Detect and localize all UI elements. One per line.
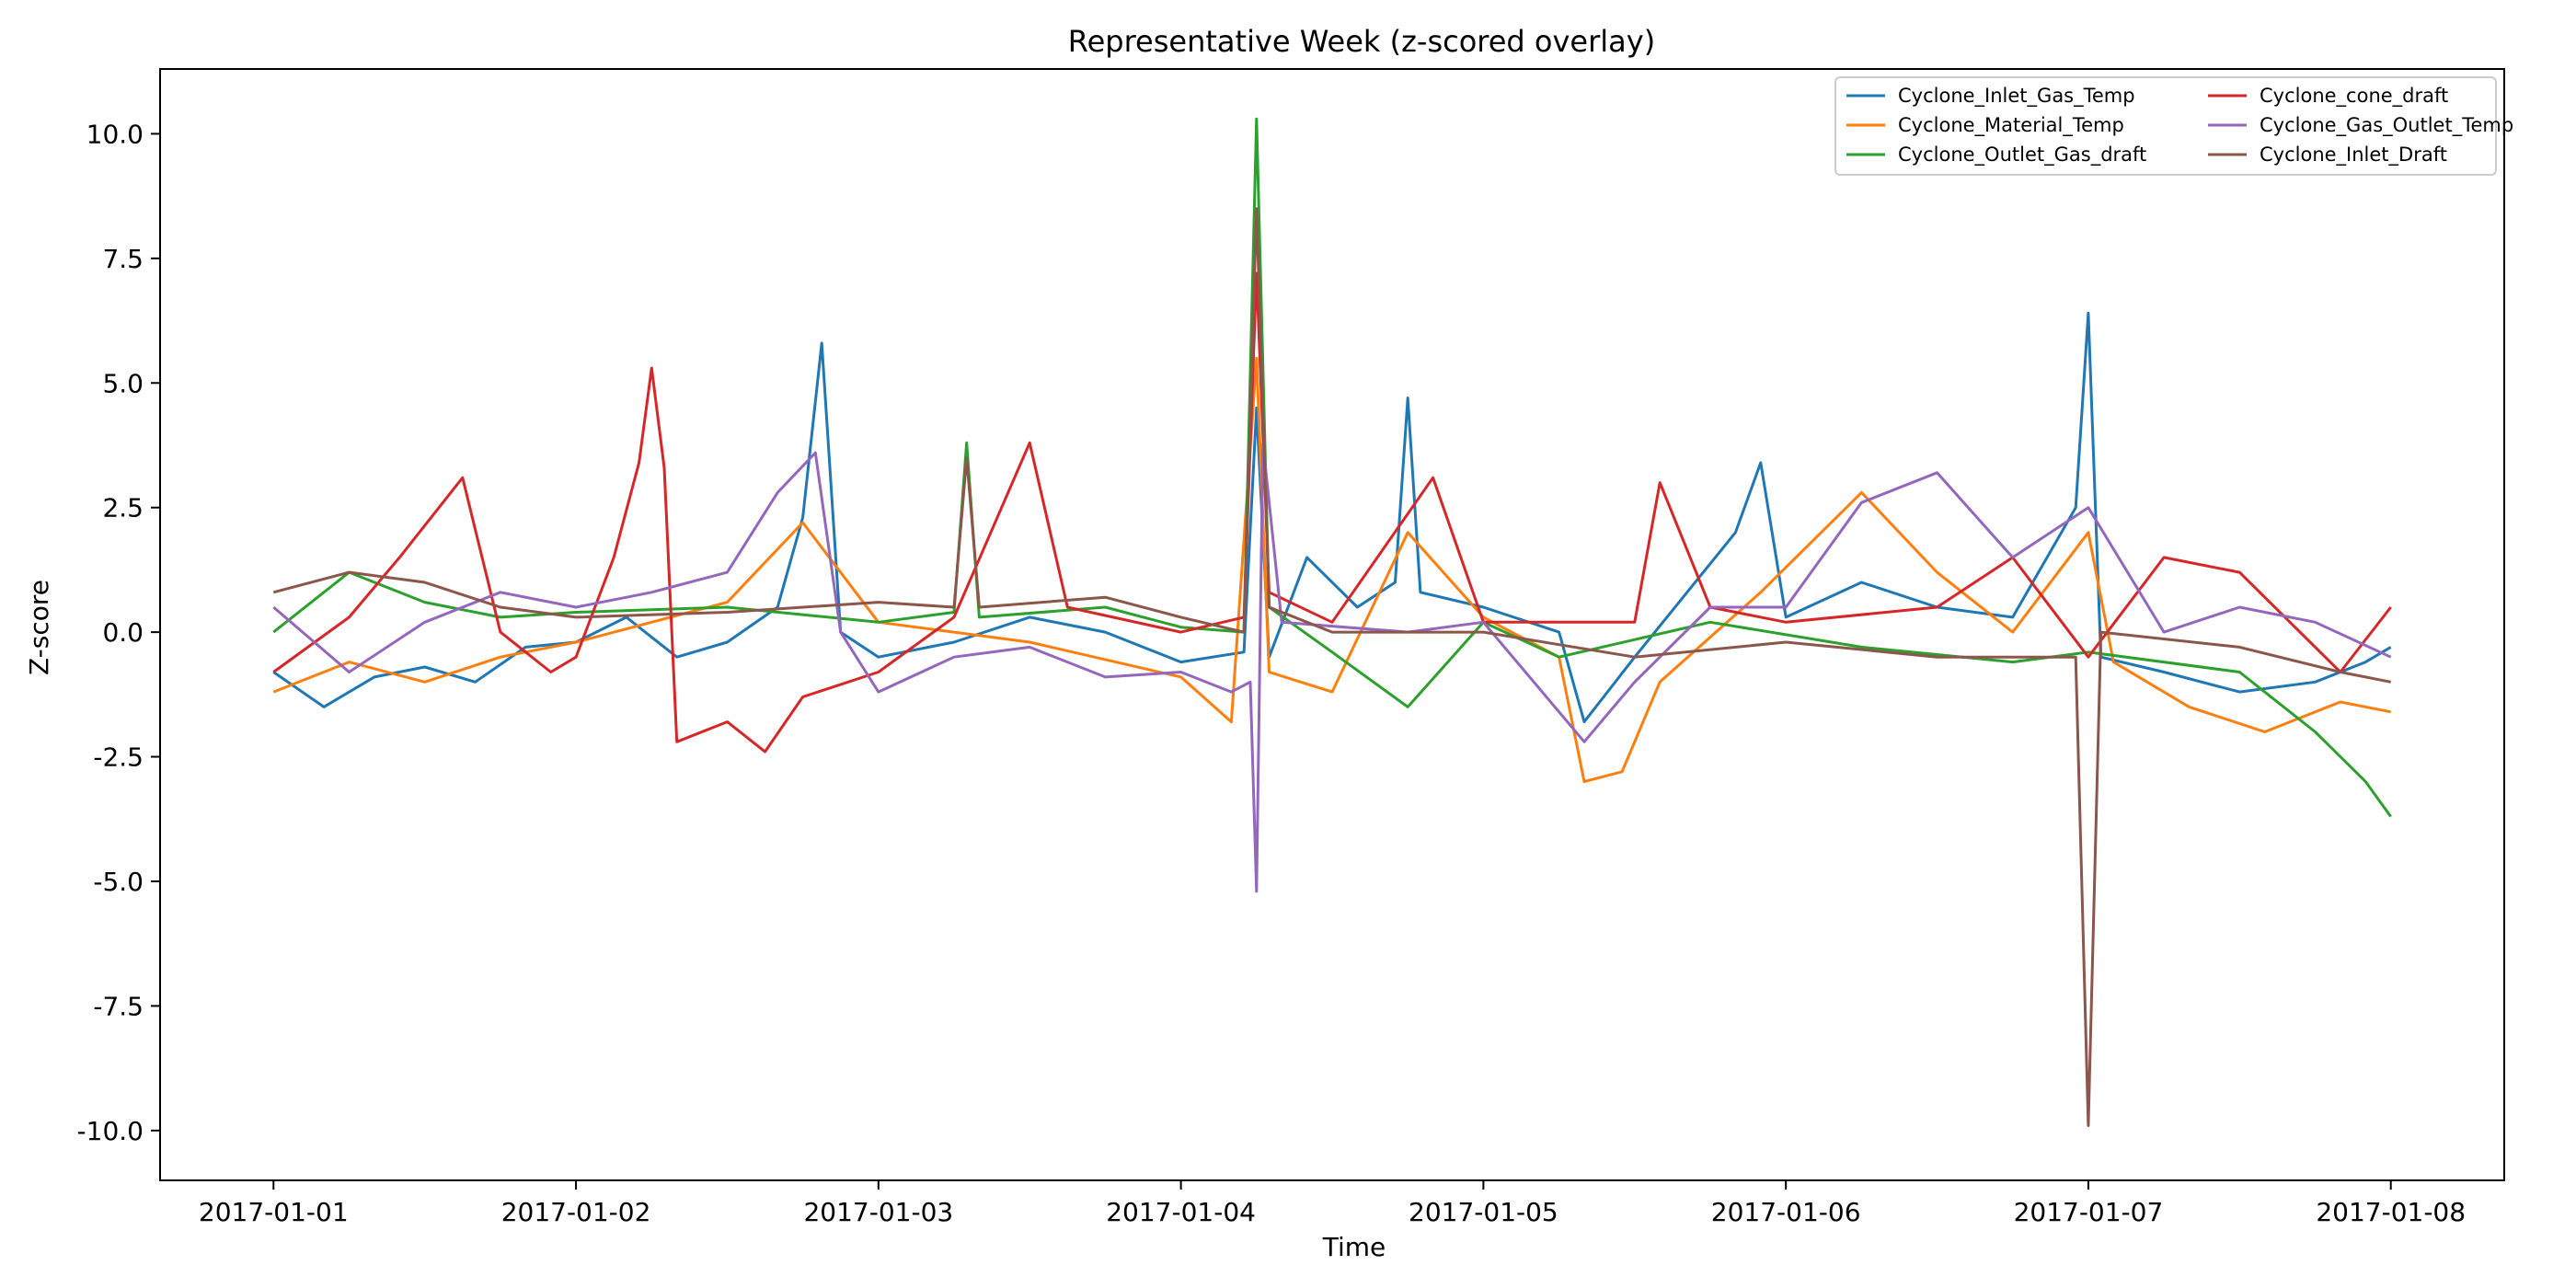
legend-label: Cyclone_cone_draft: [2260, 85, 2448, 108]
series-line-0: [272, 311, 2392, 724]
x-tick-label: 2017-01-08: [2316, 1197, 2466, 1227]
legend: Cyclone_Inlet_Gas_Temp Cyclone_Material_T…: [1834, 76, 2513, 176]
legend-label: Cyclone_Inlet_Draft: [2260, 144, 2447, 167]
y-tick-label: 10.0: [86, 119, 144, 149]
series-line-5: [272, 207, 2391, 1127]
y-tick-label: 7.5: [102, 244, 144, 274]
y-tick-label: -2.5: [93, 742, 144, 773]
y-tick-label: 2.5: [102, 493, 144, 523]
x-tick-label: 2017-01-06: [1711, 1197, 1861, 1227]
series-line-4: [272, 441, 2392, 893]
series-line-2: [272, 117, 2392, 818]
series-line-3: [272, 271, 2392, 753]
legend-box: [1834, 76, 2497, 176]
legend-label: Cyclone_Inlet_Gas_Temp: [1898, 85, 2135, 108]
x-tick-label: 2017-01-01: [199, 1197, 349, 1227]
y-axis: -10.0 -7.5 -5.0 -2.5 0.0 2.5 5.0 7.5 10.0: [77, 119, 160, 1146]
x-tick-label: 2017-01-04: [1106, 1197, 1256, 1227]
y-tick-label: -10.0: [77, 1116, 144, 1146]
x-tick-label: 2017-01-02: [501, 1197, 651, 1227]
legend-label: Cyclone_Material_Temp: [1898, 114, 2124, 137]
legend-label: Cyclone_Gas_Outlet_Temp: [2260, 114, 2513, 137]
y-tick-label: -7.5: [93, 991, 144, 1021]
y-tick-label: -5.0: [93, 867, 144, 897]
plot-lines: [272, 117, 2392, 1127]
plot-frame: [159, 68, 2505, 1181]
x-tick-label: 2017-01-07: [2014, 1197, 2164, 1227]
x-tick-label: 2017-01-05: [1409, 1197, 1558, 1227]
legend-label: Cyclone_Outlet_Gas_draft: [1898, 144, 2146, 167]
x-axis: 2017-01-01 2017-01-02 2017-01-03 2017-01-04…: [199, 1180, 2466, 1227]
y-tick-label: 5.0: [102, 368, 144, 398]
x-axis-title: Time: [1322, 1232, 1386, 1262]
series-line-1: [272, 356, 2391, 784]
y-tick-label: 0.0: [102, 617, 144, 648]
x-tick-label: 2017-01-03: [803, 1197, 953, 1227]
y-axis-title: Z-score: [24, 580, 54, 675]
chart-title: Representative Week (z-scored overlay): [1068, 24, 1655, 59]
